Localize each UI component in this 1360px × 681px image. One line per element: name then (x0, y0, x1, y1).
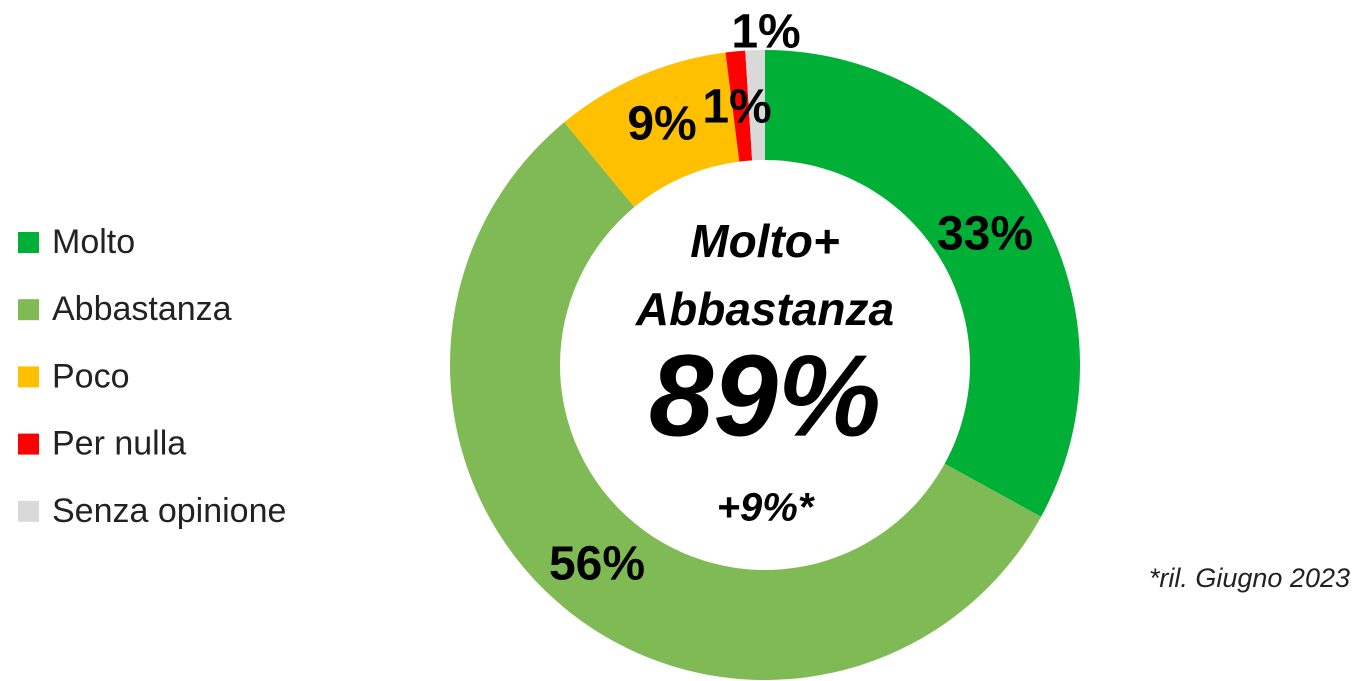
donut-segment (765, 50, 1080, 517)
donut-segment (725, 50, 753, 162)
legend-swatch (18, 299, 39, 321)
legend-swatch (18, 232, 39, 253)
legend-label: Molto (52, 223, 135, 261)
data-label: 9% (627, 98, 696, 151)
center-text: Molto+ (690, 215, 839, 267)
donut-segment (564, 52, 740, 208)
footnote: *ril. Giugno 2023 (1149, 563, 1350, 593)
legend-label: Senza opinione (52, 492, 286, 530)
legend-label: Poco (52, 357, 130, 395)
center-text: Abbastanza (635, 283, 894, 335)
center-text: +9%* (717, 486, 816, 530)
donut-segment (745, 50, 765, 161)
center-text: 89% (649, 331, 881, 461)
donut-segment (449, 122, 1042, 680)
data-label: 33% (937, 208, 1033, 261)
data-label: 1% (702, 81, 771, 134)
legend-label: Abbastanza (52, 290, 232, 328)
data-label: 56% (549, 538, 645, 591)
legend-swatch (18, 433, 39, 455)
data-label: 1% (731, 6, 800, 59)
legend-label: Per nulla (52, 425, 186, 463)
legend-swatch (18, 500, 39, 522)
legend-swatch (18, 366, 39, 388)
